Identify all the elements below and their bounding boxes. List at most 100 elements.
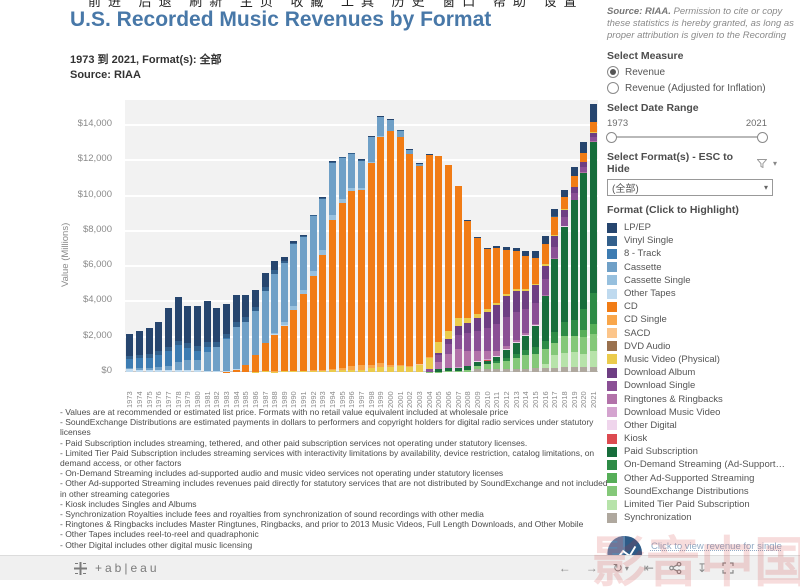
bar-segment[interactable] — [580, 367, 588, 372]
legend-item[interactable]: Limited Tier Paid Subscription — [607, 498, 795, 511]
bar-segment[interactable] — [502, 360, 510, 369]
bar-segment[interactable] — [531, 347, 539, 355]
bar-segment[interactable] — [551, 236, 559, 247]
bar-segment[interactable] — [589, 334, 597, 351]
bar-segment[interactable] — [589, 366, 597, 372]
legend-item[interactable]: DVD Audio — [607, 340, 795, 353]
bar-1980[interactable] — [193, 305, 201, 372]
bar-segment[interactable] — [300, 371, 308, 372]
bar-segment[interactable] — [483, 247, 491, 250]
bar-segment[interactable] — [329, 370, 337, 372]
bar-segment[interactable] — [155, 321, 163, 352]
bar-segment[interactable] — [551, 354, 559, 368]
bar-segment[interactable] — [493, 368, 501, 372]
legend-item[interactable]: Kiosk — [607, 432, 795, 445]
bar-segment[interactable] — [541, 364, 549, 369]
slider-handle-end[interactable] — [757, 132, 768, 143]
bar-segment[interactable] — [251, 306, 259, 311]
bar-segment[interactable] — [242, 365, 250, 372]
bar-segment[interactable] — [367, 364, 375, 369]
bar-segment[interactable] — [309, 216, 317, 272]
bar-segment[interactable] — [135, 331, 143, 356]
legend-item[interactable]: Vinyl Single — [607, 234, 795, 247]
legend-item[interactable]: Other Digital — [607, 419, 795, 432]
bar-1979[interactable] — [184, 305, 192, 372]
bar-segment[interactable] — [560, 210, 568, 218]
bar-segment[interactable] — [261, 273, 269, 288]
bar-segment[interactable] — [348, 191, 356, 367]
bar-segment[interactable] — [493, 302, 501, 305]
legend-item[interactable]: Cassette — [607, 261, 795, 274]
bar-segment[interactable] — [522, 289, 530, 291]
bar-segment[interactable] — [560, 322, 568, 336]
bar-segment[interactable] — [435, 156, 443, 342]
bar-1998[interactable] — [367, 135, 375, 372]
bar-segment[interactable] — [338, 157, 346, 199]
bar-segment[interactable] — [483, 364, 491, 369]
bar-segment[interactable] — [329, 162, 337, 216]
bar-segment[interactable] — [493, 357, 501, 362]
bar-segment[interactable] — [145, 369, 153, 372]
bar-segment[interactable] — [580, 142, 588, 154]
bar-segment[interactable] — [580, 337, 588, 354]
bar-segment[interactable] — [493, 356, 501, 357]
bar-segment[interactable] — [464, 351, 472, 366]
bar-segment[interactable] — [300, 370, 308, 372]
bar-segment[interactable] — [309, 371, 317, 372]
bar-2008[interactable] — [464, 220, 472, 372]
bar-2018[interactable] — [560, 189, 568, 372]
bar-segment[interactable] — [570, 166, 578, 176]
bar-segment[interactable] — [358, 369, 366, 372]
bar-segment[interactable] — [444, 165, 452, 331]
bar-segment[interactable] — [377, 367, 385, 372]
bar-segment[interactable] — [232, 322, 240, 328]
bar-segment[interactable] — [338, 370, 346, 372]
bar-segment[interactable] — [377, 116, 385, 117]
bar-segment[interactable] — [309, 276, 317, 371]
bar-segment[interactable] — [319, 255, 327, 371]
bar-segment[interactable] — [348, 154, 356, 188]
bar-segment[interactable] — [290, 305, 298, 311]
legend-item[interactable]: Download Single — [607, 379, 795, 392]
bar-segment[interactable] — [396, 366, 404, 372]
bar-segment[interactable] — [570, 192, 578, 200]
bar-segment[interactable] — [560, 352, 568, 368]
bar-segment[interactable] — [589, 132, 597, 133]
bar-2002[interactable] — [406, 149, 414, 372]
bar-2017[interactable] — [551, 209, 559, 372]
bar-segment[interactable] — [493, 363, 501, 369]
bar-segment[interactable] — [261, 287, 269, 291]
undo-icon[interactable]: ← — [558, 561, 571, 575]
bar-segment[interactable] — [541, 243, 549, 265]
bar-segment[interactable] — [464, 221, 472, 318]
bar-segment[interactable] — [435, 342, 443, 353]
bar-segment[interactable] — [232, 369, 240, 371]
bar-2020[interactable] — [580, 142, 588, 372]
bar-segment[interactable] — [522, 335, 530, 350]
date-range-slider[interactable] — [606, 131, 768, 143]
bar-segment[interactable] — [522, 333, 530, 335]
bar-segment[interactable] — [502, 247, 510, 251]
download-icon[interactable]: ↧ — [696, 561, 707, 575]
bar-segment[interactable] — [531, 324, 539, 326]
bar-1996[interactable] — [348, 152, 356, 372]
bar-segment[interactable] — [416, 165, 424, 365]
radio-icon[interactable] — [607, 82, 619, 94]
bar-segment[interactable] — [290, 371, 298, 372]
bar-segment[interactable] — [522, 309, 530, 334]
bar-segment[interactable] — [551, 343, 559, 355]
bar-segment[interactable] — [348, 152, 356, 154]
bar-segment[interactable] — [416, 163, 424, 166]
bar-segment[interactable] — [473, 330, 481, 352]
bar-segment[interactable] — [483, 359, 491, 361]
bar-segment[interactable] — [560, 226, 568, 323]
bar-segment[interactable] — [377, 137, 385, 364]
bar-segment[interactable] — [464, 365, 472, 367]
bar-2021[interactable] — [589, 104, 597, 372]
bar-segment[interactable] — [358, 160, 366, 188]
bar-segment[interactable] — [589, 104, 597, 122]
legend-item[interactable]: Paid Subscription — [607, 445, 795, 458]
bar-segment[interactable] — [348, 187, 356, 192]
bar-segment[interactable] — [570, 352, 578, 367]
bar-segment[interactable] — [560, 197, 568, 210]
